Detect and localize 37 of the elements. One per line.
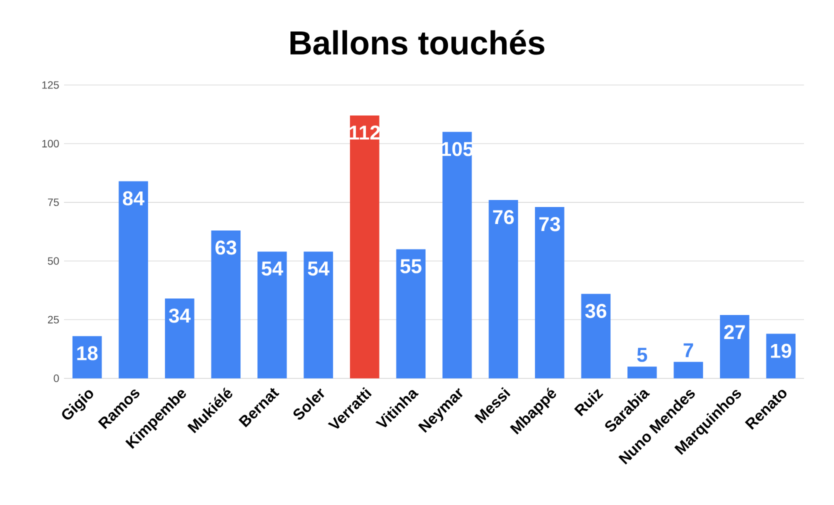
data-label: 54 [262, 262, 284, 276]
bar [118, 181, 148, 378]
y-tick-label: 25 [48, 316, 59, 324]
bar [304, 252, 334, 378]
y-tick-label: 0 [54, 374, 59, 382]
bar [766, 334, 796, 378]
data-label: 63 [215, 240, 236, 255]
data-label: 19 [771, 344, 792, 358]
data-label: 34 [168, 308, 191, 323]
bar [581, 294, 611, 378]
data-label: 7 [684, 343, 694, 358]
data-label: 5 [637, 348, 648, 362]
bar [164, 298, 194, 378]
bar [350, 115, 380, 378]
bar [720, 314, 750, 378]
y-tick-label: 75 [48, 198, 59, 206]
y-tick-label: 100 [42, 140, 59, 148]
data-label: 54 [308, 262, 330, 276]
bar [627, 366, 657, 378]
bar [674, 362, 704, 378]
bar [257, 252, 287, 378]
bar [72, 336, 102, 378]
y-tick-label: 50 [48, 257, 59, 265]
bar [534, 207, 564, 378]
chart-title: Ballons touchés [290, 30, 544, 55]
bar [211, 230, 241, 378]
data-label: 18 [77, 346, 98, 360]
data-label: 55 [400, 259, 422, 274]
y-tick-label: 125 [42, 81, 59, 89]
data-label: 27 [724, 325, 745, 339]
data-label: 84 [122, 191, 144, 206]
bar [442, 132, 472, 378]
data-label: 36 [585, 304, 606, 318]
bar [488, 200, 518, 378]
data-label: 73 [539, 217, 560, 232]
bar [396, 249, 426, 378]
data-label: 76 [493, 210, 514, 224]
